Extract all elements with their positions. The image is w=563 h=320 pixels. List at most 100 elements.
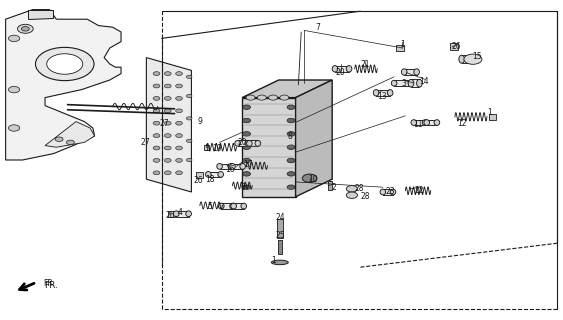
Bar — [376, 90, 390, 96]
Bar — [277, 219, 283, 238]
Ellipse shape — [408, 80, 414, 86]
Circle shape — [164, 84, 171, 88]
Circle shape — [176, 146, 182, 150]
Circle shape — [55, 137, 63, 141]
Circle shape — [186, 117, 192, 120]
Circle shape — [35, 47, 94, 81]
Bar — [233, 164, 243, 169]
Bar — [404, 69, 417, 75]
Ellipse shape — [173, 211, 179, 217]
Circle shape — [153, 72, 160, 76]
Text: 14: 14 — [419, 77, 430, 86]
Text: 26: 26 — [165, 212, 175, 220]
Circle shape — [176, 84, 182, 88]
Circle shape — [176, 97, 182, 100]
Ellipse shape — [332, 66, 338, 72]
Bar — [176, 211, 189, 217]
Text: 4: 4 — [178, 208, 182, 217]
Text: 19: 19 — [212, 144, 222, 153]
Circle shape — [176, 134, 182, 138]
Bar — [220, 164, 231, 169]
Circle shape — [287, 172, 295, 176]
Text: 26: 26 — [451, 42, 461, 51]
Text: 16: 16 — [225, 165, 235, 174]
Text: 27: 27 — [159, 119, 169, 128]
Text: 13: 13 — [377, 92, 387, 100]
Circle shape — [176, 121, 182, 125]
Bar — [208, 172, 221, 177]
Bar — [394, 80, 411, 86]
Text: FR.: FR. — [43, 279, 56, 288]
Text: 7: 7 — [316, 23, 320, 32]
Circle shape — [164, 72, 171, 76]
Ellipse shape — [217, 164, 222, 169]
Bar — [450, 43, 458, 50]
Text: 25: 25 — [275, 231, 285, 240]
Bar — [414, 120, 425, 125]
Bar — [411, 79, 419, 87]
Circle shape — [153, 158, 160, 162]
Circle shape — [287, 185, 295, 189]
Ellipse shape — [390, 189, 396, 195]
Ellipse shape — [424, 120, 430, 125]
Circle shape — [287, 132, 295, 136]
Ellipse shape — [247, 140, 252, 146]
Circle shape — [8, 86, 20, 93]
Ellipse shape — [255, 140, 261, 146]
Circle shape — [302, 174, 317, 182]
Polygon shape — [45, 122, 95, 147]
Text: 11: 11 — [413, 120, 422, 129]
Ellipse shape — [235, 140, 240, 146]
Ellipse shape — [411, 120, 417, 125]
Ellipse shape — [230, 164, 235, 169]
Circle shape — [243, 172, 251, 176]
Circle shape — [269, 95, 278, 100]
Circle shape — [153, 97, 160, 100]
Circle shape — [153, 134, 160, 138]
Ellipse shape — [241, 203, 247, 209]
Circle shape — [246, 95, 255, 100]
Text: 15: 15 — [472, 52, 482, 60]
Text: 28: 28 — [355, 184, 364, 193]
Ellipse shape — [205, 172, 211, 177]
Circle shape — [243, 118, 251, 123]
Text: 18: 18 — [205, 175, 215, 184]
Bar — [234, 203, 244, 209]
Text: 12: 12 — [457, 119, 466, 128]
Circle shape — [164, 146, 171, 150]
Circle shape — [176, 109, 182, 113]
Text: 27: 27 — [140, 138, 150, 147]
Text: 8: 8 — [288, 132, 292, 140]
Text: 22: 22 — [415, 186, 424, 195]
Bar — [204, 145, 209, 150]
Ellipse shape — [231, 203, 236, 209]
Ellipse shape — [380, 189, 386, 195]
Bar — [396, 45, 404, 51]
Bar — [427, 120, 437, 125]
Circle shape — [243, 185, 251, 189]
Circle shape — [186, 139, 192, 142]
Ellipse shape — [373, 90, 379, 96]
Circle shape — [287, 105, 295, 109]
Ellipse shape — [391, 80, 397, 86]
Bar — [335, 66, 349, 72]
Polygon shape — [242, 98, 296, 197]
Circle shape — [164, 171, 171, 175]
Text: 23: 23 — [385, 188, 395, 196]
Bar — [196, 172, 203, 178]
Bar — [278, 240, 282, 254]
Bar — [249, 140, 258, 146]
Circle shape — [66, 140, 74, 145]
Bar — [238, 140, 248, 146]
Ellipse shape — [228, 164, 234, 169]
Ellipse shape — [459, 55, 464, 63]
Ellipse shape — [271, 260, 288, 265]
Circle shape — [176, 72, 182, 76]
Text: 1: 1 — [488, 108, 492, 116]
Circle shape — [164, 158, 171, 162]
Circle shape — [243, 105, 251, 109]
Text: 26: 26 — [194, 176, 204, 185]
Text: 3: 3 — [402, 79, 406, 88]
Circle shape — [21, 27, 29, 31]
Polygon shape — [296, 80, 332, 197]
